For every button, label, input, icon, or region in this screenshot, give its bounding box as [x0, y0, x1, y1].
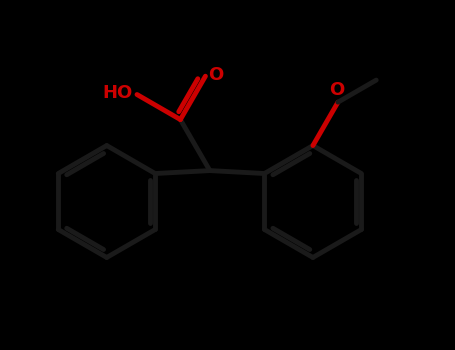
Text: O: O [329, 81, 344, 99]
Text: HO: HO [102, 84, 132, 102]
Text: O: O [208, 66, 223, 84]
